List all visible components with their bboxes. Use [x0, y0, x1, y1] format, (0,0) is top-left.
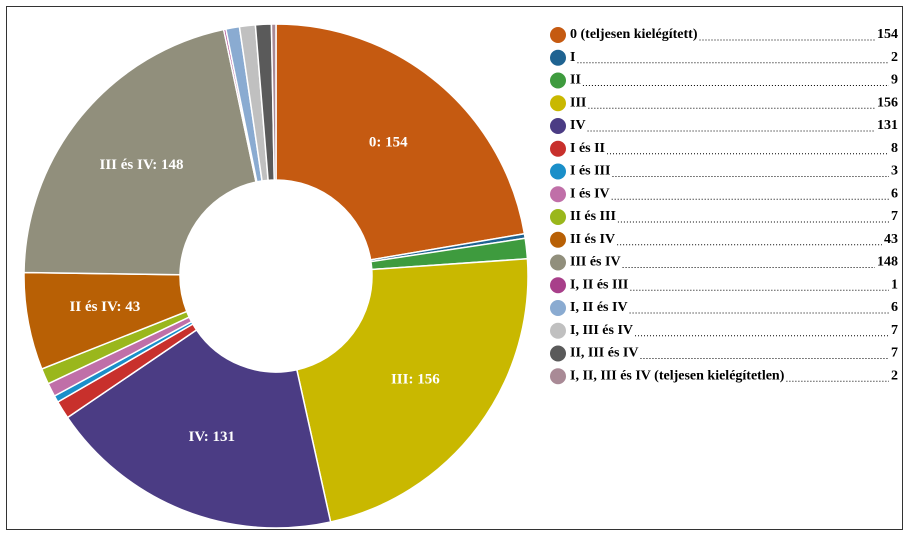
- legend-marker: [550, 300, 566, 316]
- legend-marker: [550, 140, 566, 157]
- slice-label: II és IV: 43: [70, 299, 141, 315]
- legend-value: 156: [877, 95, 898, 110]
- legend-marker: [550, 49, 566, 66]
- legend-value: 6: [891, 186, 898, 201]
- legend-marker: [550, 231, 566, 248]
- frame: [6, 6, 903, 530]
- legend-value: 9: [891, 73, 898, 88]
- legend-marker: [550, 322, 566, 339]
- slice-label: 0: 154: [369, 134, 408, 150]
- legend-value: 131: [877, 118, 898, 133]
- legend-value: 1: [891, 277, 898, 292]
- legend-marker: [550, 118, 566, 134]
- legend-marker: [550, 345, 566, 362]
- legend-label: III és IV: [570, 255, 621, 270]
- legend-label: I, II és IV: [570, 300, 628, 315]
- legend-value: 2: [891, 50, 898, 65]
- legend-marker: [550, 95, 566, 112]
- slice-label: III és IV: 148: [100, 157, 184, 173]
- legend-value: 7: [891, 209, 898, 224]
- legend-label: II, III és IV: [570, 346, 638, 361]
- legend-label: III: [570, 95, 586, 110]
- legend-marker: [550, 368, 566, 385]
- legend-label: I és IV: [570, 186, 610, 201]
- donut-slice: [66, 328, 332, 529]
- legend-label: I: [570, 50, 575, 65]
- legend-marker: [550, 163, 566, 180]
- legend-label: II és IV: [570, 232, 615, 247]
- legend-value: 43: [884, 232, 898, 247]
- legend-label: I, II, III és IV (teljesen kielégítetlen…: [570, 368, 785, 383]
- legend-value: 8: [891, 141, 898, 156]
- legend-marker: [550, 254, 566, 271]
- legend-marker: [550, 72, 566, 89]
- legend-label: I, II és III: [570, 277, 628, 292]
- legend-value: 7: [891, 346, 898, 361]
- legend-label: II és III: [570, 209, 616, 224]
- legend-value: 148: [877, 255, 898, 270]
- donut-slice: [270, 23, 277, 181]
- legend-value: 2: [891, 368, 898, 383]
- slice-label: IV: 131: [189, 429, 236, 445]
- legend-label: II: [570, 73, 581, 88]
- legend-value: 3: [891, 164, 898, 179]
- legend-marker: [550, 277, 566, 294]
- legend-label: I, III és IV: [570, 323, 633, 338]
- slice-label: III: 156: [391, 372, 440, 388]
- donut-slice: [275, 23, 526, 261]
- legend-label: 0 (teljesen kielégített): [570, 27, 698, 42]
- legend-label: I és III: [570, 164, 610, 179]
- legend-marker: [550, 186, 566, 203]
- donut-slice: [23, 28, 257, 276]
- legend-value: 6: [891, 300, 898, 315]
- legend-marker: [550, 27, 566, 43]
- legend-label: I és II: [570, 141, 605, 156]
- legend-marker: [550, 209, 566, 225]
- legend-value: 154: [877, 27, 898, 42]
- donut-slice: [295, 258, 529, 523]
- legend-value: 7: [891, 323, 898, 338]
- legend-label: IV: [570, 118, 586, 133]
